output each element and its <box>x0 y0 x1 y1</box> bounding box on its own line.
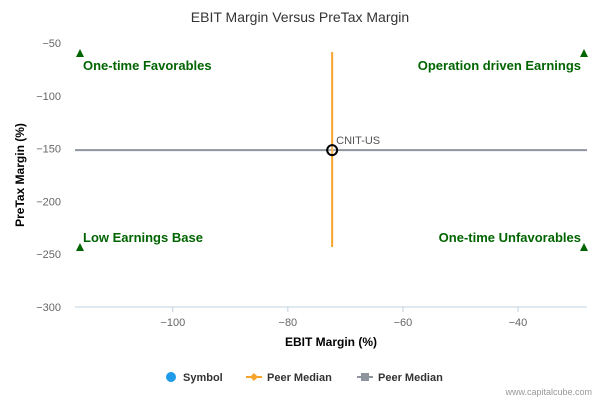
quadrant-label-bottom-left: Low Earnings Base <box>83 230 203 245</box>
data-point <box>326 144 339 157</box>
quadrant-marker-top-left <box>76 49 84 57</box>
x-tick-label: −80 <box>279 317 298 329</box>
legend-item-label: Peer Median <box>378 372 443 384</box>
y-tick-label: −100 <box>36 91 61 103</box>
y-axis-label: PreTax Margin (%) <box>13 123 27 227</box>
chart-title: EBIT Margin Versus PreTax Margin <box>191 9 409 25</box>
legend-square-icon <box>361 373 369 381</box>
legend-item-label: Peer Median <box>267 372 332 384</box>
quadrant-marker-top-right <box>580 49 588 57</box>
watermark: www.capitalcube.com <box>504 387 592 397</box>
x-tick-label: −100 <box>160 317 185 329</box>
x-axis-label: EBIT Margin (%) <box>285 335 377 349</box>
legend: Symbol Peer Median Peer Median <box>166 372 443 384</box>
x-tick-label: −40 <box>509 317 528 329</box>
y-tick-label: −250 <box>36 249 61 261</box>
quadrant-label-bottom-right: One-time Unfavorables <box>439 230 581 245</box>
plot-area: −100 −80 −60 −40 −50 −100 −150 −200 −250 −300 One-… <box>36 38 588 329</box>
y-tick-label: −150 <box>36 144 61 156</box>
x-tick-label: −60 <box>394 317 413 329</box>
quadrant-marker-bottom-right <box>580 243 588 251</box>
quadrant-label-top-left: One-time Favorables <box>83 58 212 73</box>
legend-diamond-icon <box>250 373 258 381</box>
y-tick-label: −200 <box>36 196 61 208</box>
legend-item-label: Symbol <box>183 372 223 384</box>
y-tick-label: −300 <box>36 302 61 314</box>
quadrant-label-top-right: Operation driven Earnings <box>418 58 581 73</box>
y-tick-label: −50 <box>42 38 61 50</box>
data-point-label: CNIT-US <box>336 135 380 147</box>
legend-symbol-icon <box>166 372 176 382</box>
quadrant-marker-bottom-left <box>76 243 84 251</box>
